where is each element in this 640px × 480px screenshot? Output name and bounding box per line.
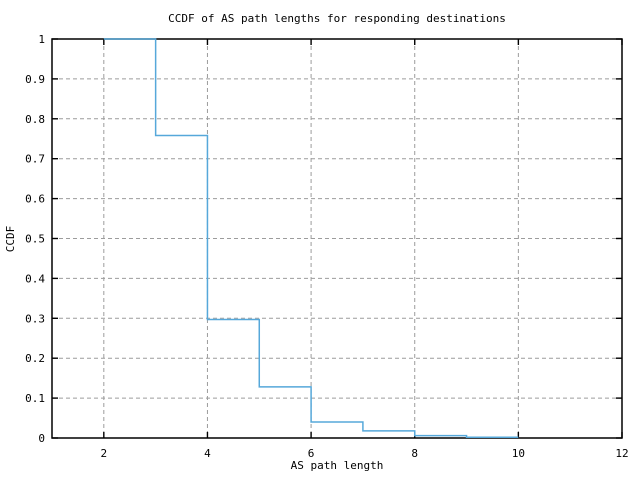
y-tick-label: 0.4 (25, 272, 45, 285)
y-tick-label: 0.6 (25, 193, 45, 206)
y-tick-label: 0.7 (25, 153, 45, 166)
y-tick-label: 0.5 (25, 233, 45, 246)
x-tick-label: 6 (308, 447, 315, 460)
y-tick-label: 0.3 (25, 312, 45, 325)
gridlines (52, 39, 622, 438)
x-axis-label: AS path length (291, 459, 384, 472)
ccdf-step-line (103, 38, 519, 438)
y-tick-label: 0.8 (25, 113, 45, 126)
x-tick-label: 2 (101, 447, 108, 460)
x-tick-label: 4 (204, 447, 211, 460)
y-tick-label: 0.2 (25, 352, 45, 365)
y-tick-label: 0.1 (25, 392, 45, 405)
y-axis-label: CCDF (4, 226, 17, 253)
x-tick-labels: 2 4 6 8 10 12 (101, 447, 629, 460)
x-tick-label: 8 (411, 447, 418, 460)
x-tick-label: 12 (615, 447, 628, 460)
y-tick-label: 0.9 (25, 73, 45, 86)
chart-title: CCDF of AS path lengths for responding d… (168, 12, 506, 25)
y-tick-label: 1 (38, 33, 45, 46)
y-tick-labels: 0 0.1 0.2 0.3 0.4 0.5 0.6 0.7 0.8 0.9 1 (25, 33, 45, 445)
x-tick-label: 10 (512, 447, 525, 460)
y-tick-label: 0 (38, 432, 45, 445)
